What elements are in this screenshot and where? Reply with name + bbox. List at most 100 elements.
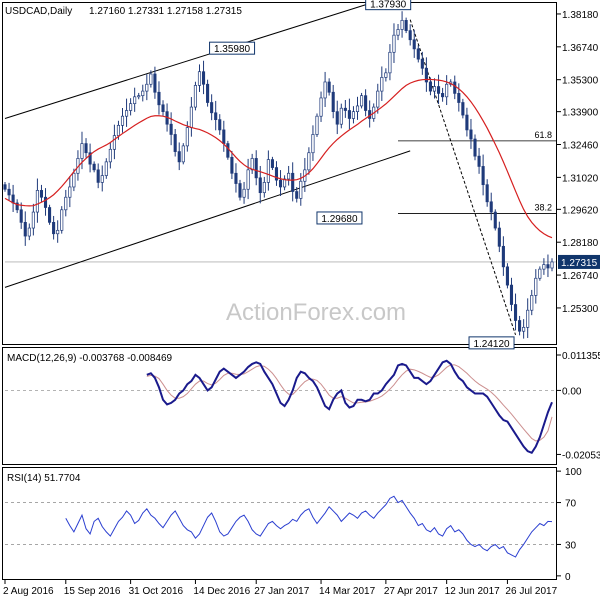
candle-body [287,172,291,180]
candle-body [311,134,315,154]
candle-body [230,156,234,174]
candle-body [453,81,457,94]
candle-body [347,110,351,119]
candle-body [436,86,441,94]
candle-body [299,180,303,199]
macd-line [146,359,553,454]
candle-body [43,196,48,208]
candle-body [538,268,542,279]
price-annotation-label: 1.24120 [473,339,510,350]
candle-body [68,186,72,198]
candle-body [388,51,392,74]
candle-body [534,277,538,296]
candle-body [258,177,262,194]
candle-body [445,83,449,98]
candle-body [88,152,92,165]
macd-pane [5,359,556,454]
candle-body [530,295,534,311]
candle-body [307,152,311,171]
price-axis-label: 1.38180 [562,10,599,21]
candle-body [234,172,238,184]
candle-body [72,172,76,188]
candle-body [80,143,84,159]
candle-body [226,143,230,158]
candle-body [266,159,270,183]
candle-body [262,182,266,194]
candle-body [518,320,522,332]
candle-body [189,106,193,128]
candle-body [360,95,364,107]
candle-body [291,172,295,192]
candle-body [246,169,250,190]
price-pane: 61.8 38.2 1.35980 1.29680 1.37930 1.24120 [3,0,556,350]
candle-body [52,221,56,235]
price-axis-label: 1.36740 [562,43,599,54]
candle-body [522,326,526,332]
candle-body [477,155,481,167]
rsi-axis-label: 0 [565,572,571,583]
candle-body [7,188,11,196]
fib-level-label: 61.8 [534,130,552,140]
rsi-axis-label: 30 [565,540,577,551]
candle-body [92,163,96,171]
date-axis-label: 12 Jun 2017 [445,586,500,597]
watermark: ActionForex.com [226,299,406,326]
candle-body [161,104,165,112]
price-annotation-label: 1.29680 [321,214,358,225]
candle-body [501,245,505,268]
candle-body [120,115,125,126]
price-axis-label: 1.35300 [562,76,599,87]
rsi-pane [5,495,556,558]
candle-body [465,114,469,131]
fib-level-label: 38.2 [534,202,552,212]
rsi-axis-label: 100 [565,467,582,478]
candle-body [153,73,157,93]
ohlc-readout: 1.27160 1.27331 1.27158 1.27315 [89,6,242,17]
candle-body [104,161,108,176]
last-price-tag-label: 1.27315 [561,258,598,269]
last-price-tag [558,254,600,269]
candle-body [177,151,181,163]
candle-body [173,134,177,152]
price-annotation-box [365,0,412,11]
candle-body [31,211,35,229]
candle-body [343,107,347,111]
candle-body [39,190,44,198]
candle-body [485,184,489,203]
candle-body [526,309,530,328]
moving-average-line [4,78,553,239]
candle-body [206,83,210,103]
price-axis-label: 1.32460 [562,141,599,152]
candle-body [550,261,554,269]
candle-body [323,81,327,99]
candle-body [278,179,283,188]
candle-body [222,129,226,144]
candle-body [327,81,331,93]
price-axis-label: 1.25300 [562,304,599,315]
candle-body [60,209,64,231]
candle-body [108,148,112,163]
candle-body [100,175,104,183]
candle-body [218,119,222,131]
channel-line [4,0,383,119]
candle-body [424,67,428,83]
macd-pane-frame [2,347,557,465]
candle-body [15,202,19,211]
candle-body [428,81,432,92]
price-axis-label: 1.28180 [562,238,599,249]
candle-body [400,19,404,30]
candle-body [392,34,396,53]
candle-body [141,90,145,97]
rsi-title: RSI(14) 51.7704 [7,473,81,484]
chart-header: USDCAD,Daily [5,6,72,17]
macd-axis-label: 0.00 [562,386,582,397]
candle-body [331,91,335,112]
candle-body [489,201,493,213]
candle-body [335,111,339,125]
price-annotation-box [468,336,515,350]
candle-body [376,90,380,108]
candle-body [35,190,39,213]
price-annotation-label: 1.35980 [214,44,251,55]
